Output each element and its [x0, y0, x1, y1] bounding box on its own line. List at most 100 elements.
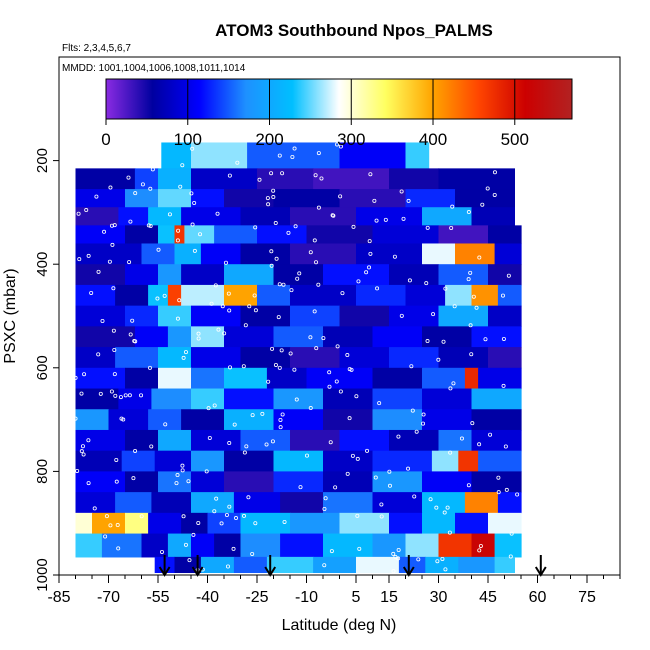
heatmap-cell: [290, 429, 341, 452]
heatmap-cell: [167, 326, 192, 348]
heatmap-cell: [257, 225, 308, 245]
sample-point: [247, 304, 252, 309]
heatmap-cell: [181, 284, 225, 307]
sample-point: [260, 411, 265, 416]
heatmap-cell: [323, 492, 374, 514]
heatmap-cell: [92, 512, 126, 535]
heatmap-cell: [134, 326, 169, 348]
sample-point: [128, 332, 133, 337]
heatmap-cell: [372, 471, 423, 493]
heatmap-cell: [438, 347, 489, 369]
sample-point: [468, 270, 473, 275]
sample-point: [435, 559, 440, 564]
heatmap-cell: [290, 284, 357, 307]
sample-point: [292, 367, 297, 372]
heatmap-cell: [422, 388, 473, 410]
sample-point: [304, 453, 309, 458]
sample-point: [277, 365, 282, 370]
heatmap-cell: [125, 367, 159, 390]
sample-point: [373, 475, 378, 480]
sample-point: [107, 259, 112, 264]
sample-point: [391, 569, 396, 574]
sample-point: [480, 202, 485, 207]
heatmap-cell: [422, 492, 466, 514]
heatmap-cell: [372, 367, 423, 390]
heatmap-cell: [240, 533, 281, 558]
sample-point: [98, 391, 103, 396]
sample-point: [209, 301, 214, 306]
sample-point: [213, 283, 218, 288]
heatmap-cell: [464, 492, 499, 514]
sample-point: [180, 163, 185, 168]
sample-point: [215, 211, 220, 216]
sample-point: [298, 485, 303, 490]
sample-point: [425, 225, 430, 230]
heatmap-cell: [158, 429, 192, 452]
heatmap-cell: [115, 284, 149, 307]
sample-point: [253, 521, 258, 526]
sample-point: [441, 339, 446, 344]
sample-point: [192, 248, 197, 253]
sample-point: [323, 496, 328, 501]
sample-point: [270, 439, 275, 444]
sample-point: [327, 384, 332, 389]
sample-point: [242, 450, 247, 455]
sample-point: [130, 318, 135, 323]
sample-point: [183, 350, 188, 355]
heatmap-cell: [471, 207, 515, 226]
colorbar-tick-label: 500: [501, 130, 529, 149]
sample-point: [246, 495, 251, 500]
heatmap-cell: [422, 409, 473, 431]
heatmap-cell: [148, 207, 182, 226]
sample-point: [102, 229, 107, 234]
colorbar-tick-label: 200: [255, 130, 283, 149]
heatmap-cell: [158, 189, 192, 208]
sample-point: [196, 331, 201, 336]
sample-point: [133, 191, 138, 196]
heatmap-cell: [356, 284, 407, 307]
heatmap-cell: [75, 367, 126, 390]
heatmap-cell: [471, 533, 496, 558]
heatmap-cell: [389, 512, 423, 535]
heatmap-cell: [471, 409, 522, 431]
sample-point: [367, 265, 372, 270]
heatmap-cell: [151, 388, 192, 410]
x-tick-label: 15: [380, 589, 398, 606]
chart-title: ATOM3 Southbound Npos_PALMS: [215, 21, 493, 40]
y-tick-label: 200: [34, 148, 51, 173]
heatmap-cell: [422, 326, 473, 348]
heatmap-cell: [191, 367, 225, 390]
heatmap-cell: [323, 471, 374, 493]
sample-point: [338, 389, 343, 394]
x-tick-label: -25: [245, 589, 268, 606]
heatmap-cell: [339, 142, 407, 169]
heatmap-cell: [141, 533, 169, 558]
sample-point: [345, 471, 350, 476]
sample-point: [477, 442, 482, 447]
heatmap-cell: [115, 347, 159, 369]
heatmap-cell: [455, 243, 496, 265]
sample-point: [163, 422, 168, 427]
heatmap-cell: [313, 168, 390, 190]
heatmap-cell: [181, 264, 225, 286]
down-arrow-head: [264, 566, 277, 577]
sample-point: [492, 170, 497, 175]
down-arrow: [402, 555, 415, 577]
heatmap-cell: [488, 347, 522, 369]
heatmap-cell: [372, 492, 423, 514]
sample-point: [280, 412, 285, 417]
sample-point: [269, 263, 274, 268]
heatmap-cell: [372, 533, 407, 558]
heatmap-cell: [455, 189, 515, 208]
sample-point: [443, 286, 448, 291]
x-tick-label: -55: [146, 589, 169, 606]
sample-point: [231, 546, 236, 551]
sample-point: [294, 397, 299, 402]
heatmap-cell: [75, 492, 116, 514]
heatmap-cell: [372, 450, 433, 472]
heatmap-cell: [471, 284, 499, 307]
sample-point: [409, 364, 414, 369]
heatmap-cell: [323, 409, 374, 431]
sample-point: [399, 189, 404, 194]
